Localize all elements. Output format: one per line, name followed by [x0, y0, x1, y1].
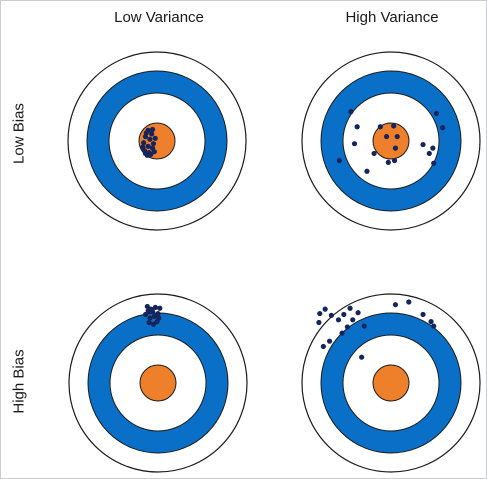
shot-dot [326, 338, 333, 344]
shot-dot [426, 150, 432, 157]
shot-dot [355, 310, 361, 316]
shot-dot [371, 150, 377, 157]
shot-dot [152, 135, 158, 141]
target-low-bias-high-variance [301, 51, 481, 231]
shot-dot [344, 324, 350, 330]
shot-dot [385, 159, 391, 165]
shot-dot [150, 321, 157, 327]
shot-dot [392, 302, 399, 308]
shot-dot [361, 323, 367, 329]
shot-dot [335, 317, 342, 323]
shot-dot [148, 151, 154, 157]
shot-dot [383, 133, 390, 140]
bullseye [372, 364, 410, 402]
shot-dot [339, 330, 345, 336]
shot-dot [391, 157, 398, 164]
shot-dot [149, 126, 156, 133]
shot-dot [328, 312, 334, 318]
shot-dot [430, 145, 436, 151]
shot-dot [141, 140, 147, 146]
shot-dot [151, 313, 158, 319]
row-label-low-bias: Low Bias [10, 103, 28, 164]
shot-dot [431, 160, 437, 166]
shot-dot [420, 311, 426, 318]
target-low-bias-low-variance [67, 51, 247, 231]
shot-dot [146, 319, 152, 326]
shot-dot [142, 150, 149, 157]
shot-dot [433, 110, 439, 117]
shot-dot [144, 303, 150, 310]
shot-dot [364, 168, 370, 174]
shot-dot [152, 304, 158, 310]
shot-dot [155, 310, 161, 317]
shot-dot [150, 309, 156, 315]
column-label-high-variance: High Variance [345, 9, 439, 26]
target-high-bias-low-variance [68, 293, 248, 473]
shot-dot [440, 125, 446, 131]
shot-dot [406, 299, 412, 305]
shot-dot [348, 109, 354, 115]
shot-dot [140, 144, 146, 150]
target-high-bias-high-variance [301, 293, 481, 473]
shot-dot [336, 157, 342, 164]
bullseye [372, 122, 410, 160]
shot-dot [147, 136, 153, 142]
shot-dot [428, 318, 434, 325]
shot-dot [143, 130, 149, 136]
shot-dot [145, 143, 151, 149]
row-label-high-bias: High Bias [10, 349, 28, 414]
bullseye [139, 364, 177, 402]
shot-dot [316, 319, 322, 326]
shot-dot [420, 141, 426, 148]
shot-dot [394, 133, 400, 140]
shot-dot [351, 141, 358, 147]
column-label-low-variance: Low Variance [114, 9, 204, 26]
shot-dot [142, 311, 149, 318]
shot-dot [322, 306, 328, 312]
shot-dot [359, 354, 365, 360]
shot-dot [347, 305, 353, 311]
shot-dot [354, 124, 360, 130]
shot-dot [377, 124, 383, 130]
shot-dot [317, 310, 323, 317]
shot-dot [149, 131, 155, 137]
shot-dot [150, 141, 157, 147]
shot-dot [341, 311, 347, 318]
shot-dot [157, 305, 163, 311]
shot-dot [151, 149, 157, 155]
shot-dot [392, 145, 399, 151]
shot-dot [391, 123, 397, 129]
shot-dot [145, 308, 151, 314]
shot-dot [350, 317, 356, 323]
shot-dot [154, 318, 160, 325]
shot-dot [431, 323, 437, 329]
shot-dot [147, 315, 153, 321]
shot-dot [320, 343, 326, 350]
